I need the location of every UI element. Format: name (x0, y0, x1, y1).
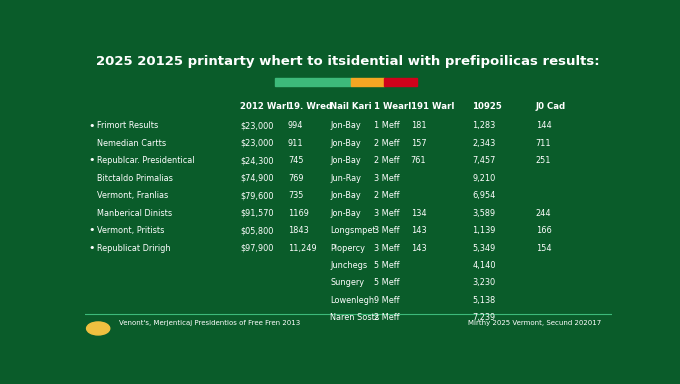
Text: •: • (88, 156, 95, 166)
Text: 3 Meff: 3 Meff (374, 226, 399, 235)
Text: 5,138: 5,138 (473, 296, 496, 305)
Text: Nemedian Cartts: Nemedian Cartts (97, 139, 166, 148)
Text: 143: 143 (411, 243, 426, 253)
Text: Longsmpet:: Longsmpet: (330, 226, 379, 235)
Text: 735: 735 (288, 191, 303, 200)
Text: 1,139: 1,139 (473, 226, 496, 235)
Text: 144: 144 (536, 121, 551, 131)
Text: 2 Meff: 2 Meff (374, 313, 399, 323)
Text: 745: 745 (288, 156, 303, 166)
Text: Jon-Bay: Jon-Bay (330, 121, 360, 131)
Bar (275, 78, 352, 86)
Text: 5 Meff: 5 Meff (374, 278, 399, 288)
Text: $74,900: $74,900 (241, 174, 274, 183)
Text: Bitctaldo Primalias: Bitctaldo Primalias (97, 174, 173, 183)
Text: Sungery: Sungery (330, 278, 364, 288)
Text: 3 Meff: 3 Meff (374, 209, 399, 218)
Text: 154: 154 (536, 243, 551, 253)
Text: Jon-Bay: Jon-Bay (330, 139, 360, 148)
Text: 3 Meff: 3 Meff (374, 174, 399, 183)
Text: $05,800: $05,800 (241, 226, 274, 235)
Bar (384, 78, 417, 86)
Bar (352, 78, 384, 86)
Text: $23,000: $23,000 (241, 121, 274, 131)
Text: Jon-Bay: Jon-Bay (330, 191, 360, 200)
Text: •: • (88, 225, 95, 235)
Text: 157: 157 (411, 139, 426, 148)
Text: 10925: 10925 (473, 102, 502, 111)
Text: •: • (88, 243, 95, 253)
Text: 2025 20125 printarty whert to itsidential with prefipoilicas results:: 2025 20125 printarty whert to itsidentia… (95, 55, 599, 68)
Text: 3 Meff: 3 Meff (374, 243, 399, 253)
Text: 2 Meff: 2 Meff (374, 191, 399, 200)
Text: Vermont, Pritists: Vermont, Pritists (97, 226, 165, 235)
Text: Vermont, Franlias: Vermont, Franlias (97, 191, 169, 200)
Text: •: • (88, 121, 95, 131)
Text: 3,230: 3,230 (473, 278, 496, 288)
Text: 761: 761 (411, 156, 426, 166)
Text: Lowenlegh:: Lowenlegh: (330, 296, 377, 305)
Text: 181: 181 (411, 121, 426, 131)
Text: 9 Meff: 9 Meff (374, 296, 399, 305)
Text: Mirthy 2025 Vermont, Secund 202017: Mirthy 2025 Vermont, Secund 202017 (469, 319, 602, 326)
Text: $91,570: $91,570 (241, 209, 274, 218)
Text: $97,900: $97,900 (241, 243, 274, 253)
Text: 191 Warl: 191 Warl (411, 102, 454, 111)
Text: J0 Cad: J0 Cad (536, 102, 566, 111)
Text: Nail Kari: Nail Kari (330, 102, 372, 111)
Circle shape (86, 322, 109, 335)
Text: 244: 244 (536, 209, 551, 218)
Text: 5 Meff: 5 Meff (374, 261, 399, 270)
Text: Plopercy: Plopercy (330, 243, 365, 253)
Text: $24,300: $24,300 (241, 156, 274, 166)
Text: $23,000: $23,000 (241, 139, 274, 148)
Text: 911: 911 (288, 139, 303, 148)
Text: 166: 166 (536, 226, 551, 235)
Text: $79,600: $79,600 (241, 191, 274, 200)
Text: 4,140: 4,140 (473, 261, 496, 270)
Text: 5,349: 5,349 (473, 243, 496, 253)
Text: 1,283: 1,283 (473, 121, 496, 131)
Text: 7,239: 7,239 (473, 313, 496, 323)
Text: 1843: 1843 (288, 226, 309, 235)
Text: 2,343: 2,343 (473, 139, 496, 148)
Text: 7,457: 7,457 (473, 156, 496, 166)
Text: 143: 143 (411, 226, 426, 235)
Text: Naren Sosts: Naren Sosts (330, 313, 379, 323)
Text: 711: 711 (536, 139, 551, 148)
Text: 6,954: 6,954 (473, 191, 496, 200)
Text: 1169: 1169 (288, 209, 309, 218)
Text: 3,589: 3,589 (473, 209, 496, 218)
Text: Frimort Results: Frimort Results (97, 121, 158, 131)
Text: 2 Meff: 2 Meff (374, 156, 399, 166)
Text: 134: 134 (411, 209, 426, 218)
Text: 769: 769 (288, 174, 303, 183)
Text: 9,210: 9,210 (473, 174, 496, 183)
Text: Republcar. Presidentical: Republcar. Presidentical (97, 156, 194, 166)
Text: 994: 994 (288, 121, 303, 131)
Text: 1 Wearl: 1 Wearl (374, 102, 411, 111)
Text: 251: 251 (536, 156, 551, 166)
Text: 11,249: 11,249 (288, 243, 316, 253)
Text: Junchegs: Junchegs (330, 261, 367, 270)
Text: Venont's, Merjenticaj Presidentios of Free Fren 2013: Venont's, Merjenticaj Presidentios of Fr… (119, 319, 301, 326)
Text: 19. Wred: 19. Wred (288, 102, 332, 111)
Text: Jon-Bay: Jon-Bay (330, 156, 360, 166)
Text: 2012 Warl: 2012 Warl (241, 102, 290, 111)
Text: 2 Meff: 2 Meff (374, 139, 399, 148)
Text: Manberical Dinists: Manberical Dinists (97, 209, 172, 218)
Text: Jon-Bay: Jon-Bay (330, 209, 360, 218)
Text: 1 Meff: 1 Meff (374, 121, 399, 131)
Text: Republicat Dririgh: Republicat Dririgh (97, 243, 171, 253)
Text: Jun-Ray: Jun-Ray (330, 174, 361, 183)
